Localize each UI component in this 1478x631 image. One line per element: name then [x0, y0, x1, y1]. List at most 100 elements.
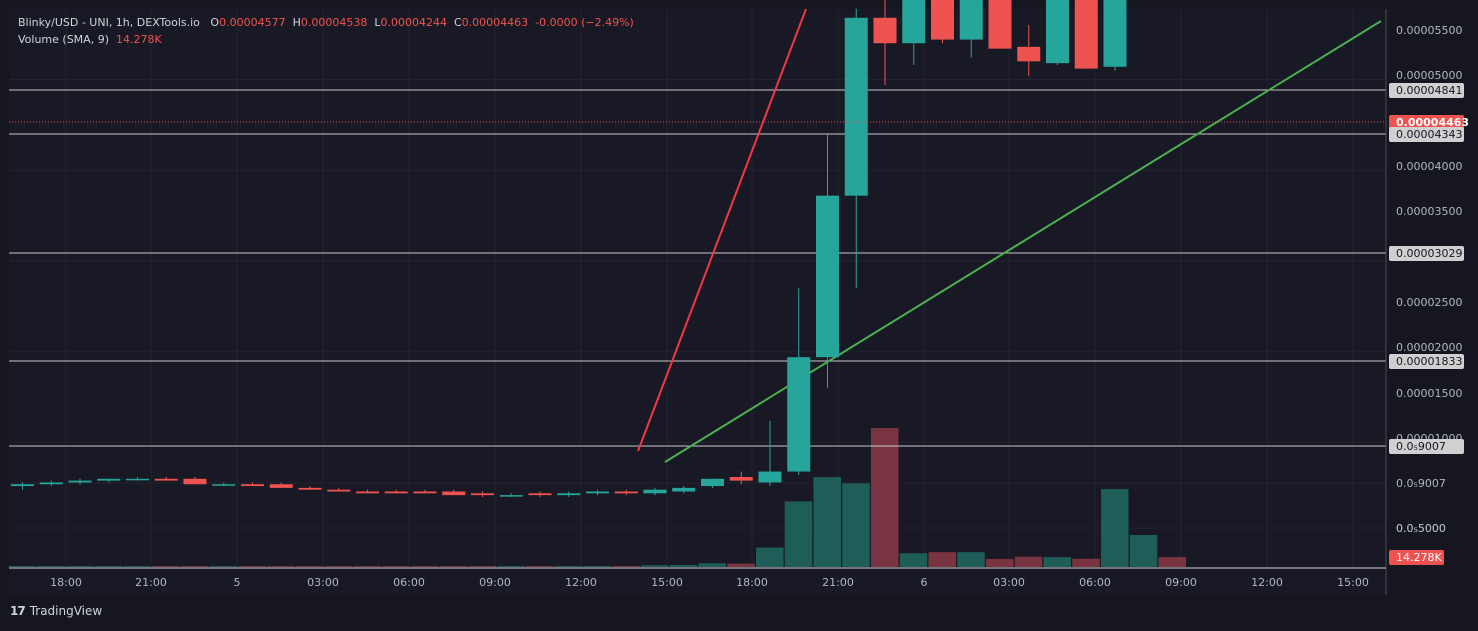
close-label: C [453, 16, 462, 29]
time-tick-label: 18:00 [50, 576, 82, 589]
price-tick-label: 0.00002500 [1396, 296, 1462, 309]
volume-bar [583, 566, 611, 567]
footer: 17 TradingView [10, 604, 102, 618]
price-tick-label: 0.00005000 [1396, 69, 1462, 82]
volume-bar [727, 563, 755, 567]
brand-name[interactable]: TradingView [29, 604, 103, 618]
candle-body[interactable] [614, 491, 638, 494]
level-label: 0.00001833 [1396, 355, 1462, 368]
candle-body[interactable] [356, 491, 379, 494]
volume-bar [1158, 557, 1186, 567]
candle-body[interactable] [269, 484, 293, 488]
price-axis: 0.000055000.000050000.000045000.00004000… [1389, 24, 1469, 565]
candle-body[interactable] [844, 17, 868, 196]
candle-body[interactable] [471, 493, 494, 496]
candle-body[interactable] [959, 0, 983, 40]
volume-bar [554, 566, 583, 567]
time-tick-label: 15:00 [1337, 576, 1369, 589]
candle-body[interactable] [816, 195, 839, 358]
time-tick-label: 6 [921, 576, 928, 589]
candle-body[interactable] [873, 17, 897, 44]
candle-body[interactable] [39, 482, 63, 485]
time-tick-label: 06:00 [1079, 576, 1111, 589]
volume-bar [181, 566, 209, 567]
volume-bar [267, 566, 295, 567]
symbol-label: Blinky/USD - UNI, 1h, DEXTools.io [18, 16, 200, 29]
candle-body[interactable] [729, 476, 753, 481]
candle-body[interactable] [528, 493, 552, 496]
candle-body[interactable] [1103, 0, 1127, 67]
candle-body[interactable] [1074, 0, 1098, 69]
time-tick-label: 12:00 [565, 576, 597, 589]
time-tick-label: 15:00 [651, 576, 683, 589]
candle-body[interactable] [97, 478, 121, 481]
chart-legend: Blinky/USD - UNI, 1h, DEXTools.io O 0.000… [18, 14, 634, 48]
candle-body[interactable] [902, 0, 926, 44]
volume-bar [238, 566, 266, 567]
price-tick-label: 0.00002000 [1396, 341, 1462, 354]
volume-bar [986, 559, 1014, 567]
level-label: 0.00003029 [1396, 247, 1462, 260]
low-label: L [374, 16, 381, 29]
tradingview-logo-icon[interactable]: 17 [10, 604, 26, 618]
volume-bar [1043, 557, 1071, 567]
candle-body[interactable] [1017, 46, 1041, 62]
volume-bar [612, 566, 640, 567]
level-labels: 0.00004841 0.00004343 0.00003029 0.00001833… [1389, 83, 1464, 454]
candle-body[interactable] [787, 357, 811, 472]
volume-bar [411, 566, 439, 567]
level-label-bg [1389, 246, 1464, 261]
candle-body[interactable] [643, 489, 667, 494]
volume-label: Volume (SMA, 9) [18, 33, 109, 46]
time-axis: 18:00 21:00 5 03:00 06:00 09:00 12:00 15:00 18:0… [50, 576, 1369, 589]
candle-body[interactable] [1046, 0, 1069, 64]
green-trend-line[interactable] [664, 20, 1382, 463]
volume-bar [8, 566, 36, 567]
time-tick-label: 09:00 [479, 576, 511, 589]
close-value: 0.00004463 [461, 16, 529, 29]
candle-body[interactable] [988, 0, 1012, 49]
volume-bar [468, 566, 496, 567]
candle-body[interactable] [212, 484, 236, 486]
volume-bar [497, 566, 525, 567]
candle-body[interactable] [154, 478, 178, 481]
candle-body[interactable] [298, 487, 322, 490]
candle-body[interactable] [557, 493, 581, 496]
candle-body[interactable] [499, 495, 523, 497]
time-tick-label: 03:00 [307, 576, 339, 589]
candle-body[interactable] [241, 484, 264, 487]
volume-bar [37, 566, 65, 567]
candle-body[interactable] [442, 491, 466, 496]
level-label: 0.0₅9007 [1396, 440, 1446, 453]
plot-area[interactable] [9, 9, 1386, 595]
candle-body[interactable] [586, 491, 609, 494]
level-label: 0.00004841 [1396, 84, 1462, 97]
candle-body[interactable] [384, 491, 408, 494]
volume-bar [1072, 558, 1100, 567]
candle-body[interactable] [672, 487, 696, 492]
candle-body[interactable] [11, 484, 34, 487]
last-price-label: 0.00004463 [1396, 116, 1469, 129]
red-trend-line[interactable] [637, 8, 807, 452]
candle-body[interactable] [701, 478, 724, 487]
open-label: O [210, 16, 220, 29]
change-value: -0.0000 (−2.49%) [535, 16, 634, 29]
candle-body[interactable] [327, 489, 351, 492]
volume-bar [1014, 556, 1043, 567]
candle-body[interactable] [126, 478, 149, 481]
volume-bar [784, 501, 813, 567]
candle-body[interactable] [68, 480, 92, 483]
candle-body[interactable] [413, 491, 437, 494]
price-tick-label: 0.00004000 [1396, 160, 1462, 173]
volume-bar [382, 566, 410, 567]
volume-bar [296, 566, 324, 567]
time-tick-label: 21:00 [135, 576, 167, 589]
candle-body[interactable] [758, 471, 782, 483]
high-label: H [292, 16, 301, 29]
candle-body[interactable] [183, 478, 207, 485]
volume-bar [94, 566, 123, 567]
volume-bar [756, 547, 784, 567]
volume-bar [813, 477, 841, 567]
candle-body[interactable] [931, 0, 954, 40]
